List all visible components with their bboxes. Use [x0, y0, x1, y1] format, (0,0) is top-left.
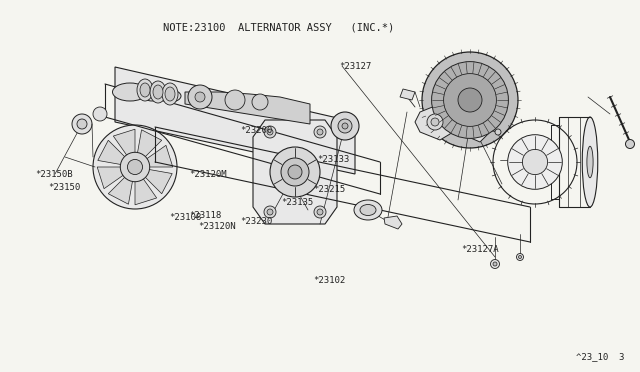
Circle shape	[195, 92, 205, 102]
Circle shape	[444, 74, 497, 126]
Polygon shape	[384, 216, 402, 229]
Polygon shape	[97, 167, 127, 189]
Ellipse shape	[150, 81, 166, 103]
Circle shape	[422, 52, 518, 148]
Circle shape	[495, 129, 501, 135]
Text: *23150: *23150	[48, 183, 80, 192]
Circle shape	[522, 150, 548, 174]
Circle shape	[490, 260, 499, 269]
Ellipse shape	[137, 79, 153, 101]
Circle shape	[516, 253, 524, 260]
Circle shape	[281, 158, 309, 186]
Text: *23127: *23127	[339, 62, 371, 71]
Polygon shape	[141, 169, 172, 194]
Text: NOTE:23100  ALTERNATOR ASSY   (INC.*): NOTE:23100 ALTERNATOR ASSY (INC.*)	[163, 23, 394, 33]
Ellipse shape	[582, 117, 598, 207]
Circle shape	[270, 147, 320, 197]
Ellipse shape	[354, 200, 382, 220]
Text: *23127A: *23127A	[461, 245, 499, 254]
Polygon shape	[137, 130, 162, 161]
Circle shape	[264, 126, 276, 138]
Text: *23200: *23200	[240, 126, 272, 135]
Circle shape	[427, 114, 443, 130]
Circle shape	[493, 262, 497, 266]
Ellipse shape	[587, 146, 593, 178]
Circle shape	[252, 94, 268, 110]
Circle shape	[93, 107, 107, 121]
Circle shape	[314, 206, 326, 218]
Text: *23133: *23133	[317, 155, 349, 164]
Circle shape	[188, 85, 212, 109]
Circle shape	[338, 119, 352, 133]
Circle shape	[314, 126, 326, 138]
Circle shape	[93, 125, 177, 209]
Polygon shape	[462, 116, 488, 142]
Circle shape	[72, 114, 92, 134]
Circle shape	[77, 119, 87, 129]
Circle shape	[267, 129, 273, 135]
Ellipse shape	[113, 83, 147, 101]
Polygon shape	[143, 145, 173, 167]
Ellipse shape	[140, 83, 150, 97]
Circle shape	[264, 206, 276, 218]
Text: *23108: *23108	[170, 213, 202, 222]
Polygon shape	[113, 129, 135, 158]
Text: *23120N: *23120N	[198, 222, 236, 231]
Ellipse shape	[165, 87, 175, 101]
Circle shape	[267, 209, 273, 215]
Circle shape	[120, 152, 150, 182]
Circle shape	[288, 165, 302, 179]
Circle shape	[317, 129, 323, 135]
Text: *23120M: *23120M	[189, 170, 227, 179]
Ellipse shape	[153, 85, 163, 99]
Circle shape	[431, 62, 508, 138]
Ellipse shape	[142, 87, 162, 101]
Circle shape	[508, 135, 563, 189]
Circle shape	[625, 140, 634, 148]
Circle shape	[225, 90, 245, 110]
Text: ^23_10  3: ^23_10 3	[575, 352, 624, 361]
Text: *23118: *23118	[189, 211, 221, 220]
Circle shape	[127, 160, 143, 174]
Ellipse shape	[360, 205, 376, 215]
Ellipse shape	[162, 83, 178, 105]
Circle shape	[317, 209, 323, 215]
Polygon shape	[253, 120, 337, 224]
Polygon shape	[135, 176, 157, 205]
Polygon shape	[108, 173, 133, 204]
Polygon shape	[415, 106, 455, 140]
Circle shape	[431, 118, 439, 126]
Ellipse shape	[186, 92, 204, 104]
Ellipse shape	[159, 90, 181, 102]
Text: *23102: *23102	[314, 276, 346, 285]
Polygon shape	[185, 92, 310, 124]
Circle shape	[331, 112, 359, 140]
Polygon shape	[98, 140, 129, 165]
Text: *23230: *23230	[240, 217, 272, 226]
Polygon shape	[115, 67, 355, 174]
Text: *23215: *23215	[314, 185, 346, 194]
Circle shape	[518, 256, 522, 259]
Polygon shape	[400, 89, 415, 100]
Circle shape	[342, 123, 348, 129]
Text: *23150B: *23150B	[35, 170, 73, 179]
Text: *23135: *23135	[282, 198, 314, 207]
Circle shape	[458, 88, 482, 112]
